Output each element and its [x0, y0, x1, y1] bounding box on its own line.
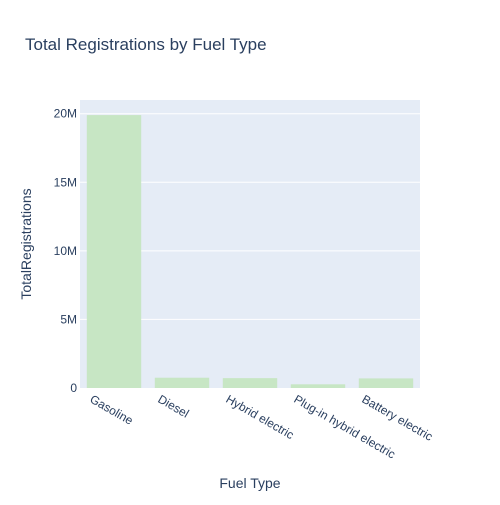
y-tick-label: 10M — [54, 244, 77, 258]
x-tick-label: Diesel — [156, 392, 192, 421]
y-tick-label: 0 — [70, 381, 77, 395]
y-tick-label: 5M — [60, 312, 77, 326]
y-axis-title: TotalRegistrations — [18, 188, 34, 299]
chart-title: Total Registrations by Fuel Type — [25, 35, 267, 54]
x-tick-label: Hybrid electric — [224, 392, 297, 442]
x-tick-label: Gasoline — [88, 392, 136, 428]
bar-diesel[interactable] — [154, 377, 210, 388]
bar-gasoline[interactable] — [86, 115, 142, 388]
bars — [86, 115, 414, 388]
y-tick-label: 15M — [54, 175, 77, 189]
y-axis-ticks: 0 5M 10M 15M 20M — [54, 107, 78, 395]
x-axis-title: Fuel Type — [219, 475, 280, 491]
y-tick-label: 20M — [54, 107, 77, 121]
bar-plug-in-hybrid-electric[interactable] — [290, 384, 346, 388]
bar-hybrid-electric[interactable] — [222, 378, 278, 388]
bar-battery-electric[interactable] — [358, 378, 414, 388]
